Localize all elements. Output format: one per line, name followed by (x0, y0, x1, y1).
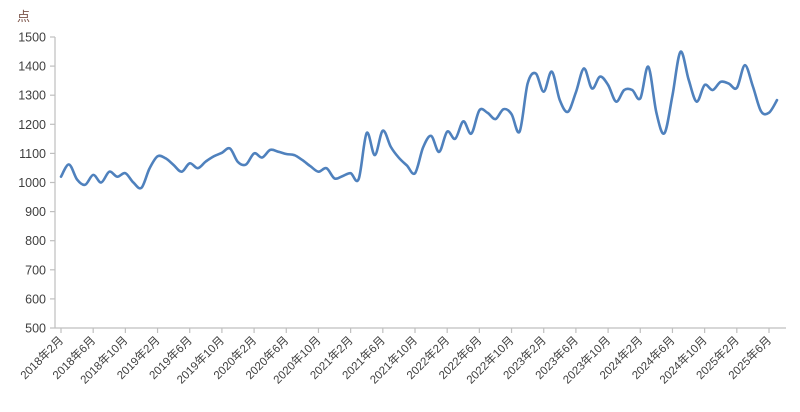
data-series-line (59, 50, 779, 190)
y-tick-label: 500 (25, 322, 46, 336)
y-tick-label: 1400 (18, 60, 46, 74)
y-tick-label: 1200 (18, 118, 46, 132)
y-tick-label: 800 (25, 234, 46, 248)
y-tick-label: 1300 (18, 89, 46, 103)
y-tick-label: 1500 (18, 31, 46, 45)
y-tick-label: 900 (25, 205, 46, 219)
y-tick-label: 600 (25, 292, 46, 306)
y-tick-label: 700 (25, 263, 46, 277)
y-tick-label: 1100 (19, 147, 46, 161)
y-tick-label: 1000 (18, 176, 46, 190)
y-axis-unit-label: 点 (17, 9, 32, 24)
